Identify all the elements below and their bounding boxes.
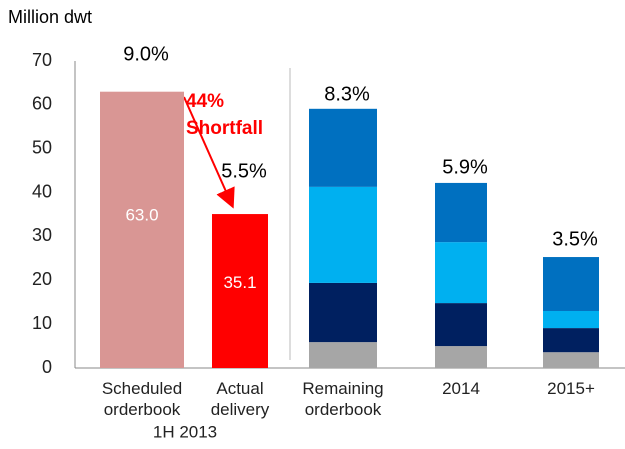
bar — [309, 282, 377, 343]
y-tick-label: 10 — [32, 313, 52, 333]
annotation-line: 44% — [186, 91, 224, 112]
bar — [435, 182, 487, 243]
x-tick-label-line: Scheduled — [102, 379, 182, 398]
arrow — [183, 96, 235, 209]
annotation: 44% Shortfall — [186, 91, 263, 139]
bar — [212, 214, 268, 368]
x-tick-label: Actual delivery — [211, 379, 270, 419]
bar — [543, 328, 599, 353]
top-label: 8.3% — [324, 83, 370, 105]
bar — [543, 352, 599, 368]
x-tick-label-line: 2015+ — [547, 379, 595, 398]
bar — [435, 303, 487, 347]
bar — [309, 342, 377, 368]
bar — [309, 186, 377, 283]
x-tick-label-line: orderbook — [104, 400, 181, 419]
value-label: 35.1 — [223, 273, 256, 292]
y-tick-label: 60 — [32, 94, 52, 114]
x-tick-label: 2014 — [442, 379, 480, 398]
bar — [435, 346, 487, 368]
y-axis-label: Million dwt — [8, 7, 92, 27]
x-tick-label-line: Remaining — [302, 379, 383, 398]
bar — [543, 257, 599, 311]
y-tick-label: 70 — [32, 50, 52, 70]
x-tick-label: 2015+ — [547, 379, 595, 398]
y-tick-label: 20 — [32, 269, 52, 289]
x-tick-label: Remaining orderbook — [302, 379, 383, 419]
x-tick-label: Scheduled orderbook — [102, 379, 182, 419]
bar — [543, 310, 599, 329]
y-tick-label: 0 — [42, 357, 52, 377]
y-tick-label: 50 — [32, 137, 52, 157]
group-label: 1H 2013 — [153, 422, 217, 441]
y-tick-label: 40 — [32, 181, 52, 201]
bar — [100, 91, 184, 368]
top-label: 9.0% — [123, 43, 169, 65]
annotation-line: Shortfall — [186, 118, 263, 139]
top-label: 3.5% — [552, 228, 598, 250]
x-tick-label-line: delivery — [211, 400, 270, 419]
y-tick-label: 30 — [32, 225, 52, 245]
bar — [309, 108, 377, 187]
top-label: 5.5% — [221, 160, 267, 182]
x-tick-label-line: orderbook — [305, 400, 382, 419]
x-tick-label-line: Actual — [216, 379, 263, 398]
top-label: 5.9% — [442, 156, 488, 178]
value-label: 63.0 — [125, 206, 158, 225]
x-tick-label-line: 2014 — [442, 379, 480, 398]
bar — [435, 242, 487, 304]
